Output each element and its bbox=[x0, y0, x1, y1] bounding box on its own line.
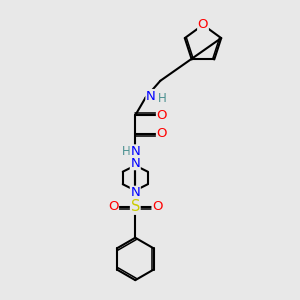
Text: O: O bbox=[152, 200, 163, 213]
Text: H: H bbox=[158, 92, 166, 105]
Text: S: S bbox=[130, 199, 140, 214]
Text: N: N bbox=[146, 90, 156, 103]
Text: N: N bbox=[130, 145, 140, 158]
Text: N: N bbox=[130, 157, 140, 169]
Text: O: O bbox=[198, 18, 208, 32]
Text: O: O bbox=[157, 127, 167, 140]
Text: H: H bbox=[122, 145, 130, 158]
Text: N: N bbox=[130, 186, 140, 199]
Text: O: O bbox=[157, 109, 167, 122]
Text: O: O bbox=[108, 200, 119, 213]
